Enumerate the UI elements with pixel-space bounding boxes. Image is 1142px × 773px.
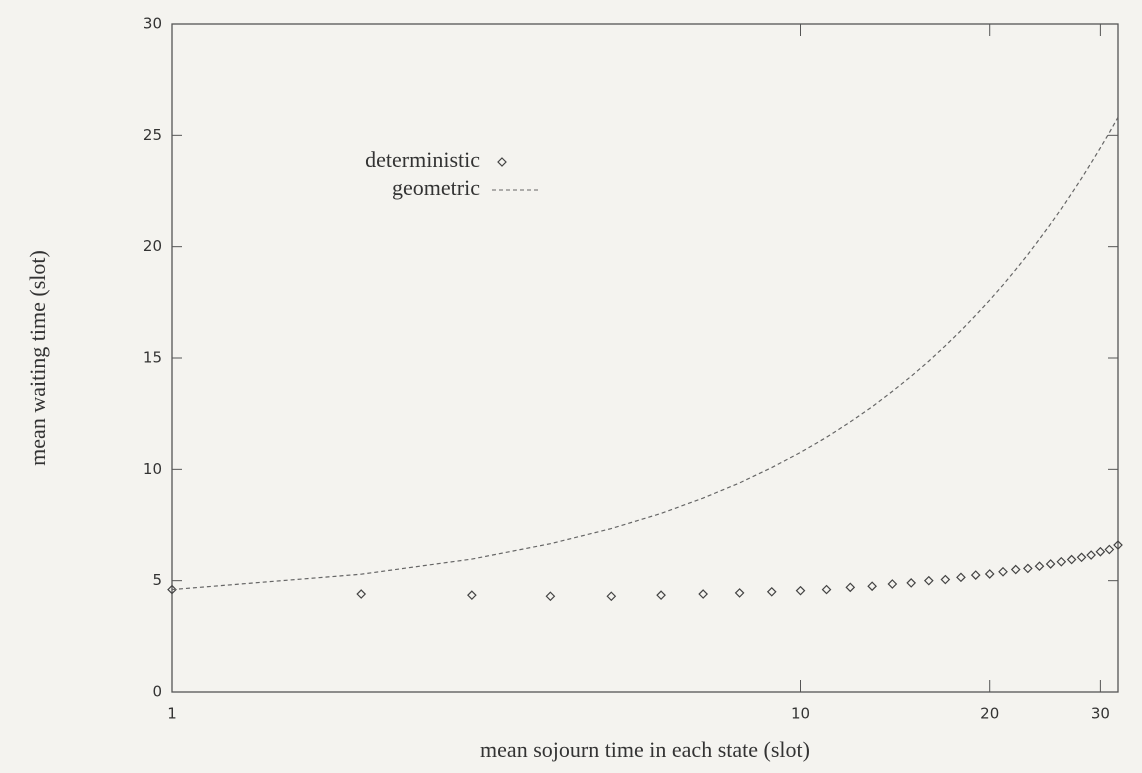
y-tick-label: 5 xyxy=(152,571,162,589)
point xyxy=(867,581,877,592)
point xyxy=(795,585,806,596)
point xyxy=(1104,544,1115,555)
point xyxy=(1095,546,1106,557)
y-tick-label: 10 xyxy=(143,460,162,478)
point xyxy=(766,586,777,597)
y-tick-label: 20 xyxy=(143,237,162,255)
line xyxy=(171,117,1119,591)
legend-label: geometric xyxy=(392,175,480,200)
point xyxy=(821,584,832,595)
point xyxy=(467,590,477,600)
point xyxy=(606,591,617,602)
y-axis-label: mean waiting time (slot) xyxy=(25,250,50,466)
y-tick-label: 15 xyxy=(143,349,162,367)
point xyxy=(970,570,981,580)
point xyxy=(734,588,745,598)
point xyxy=(998,566,1008,577)
point xyxy=(1010,564,1021,575)
y-tick-label: 25 xyxy=(143,126,162,144)
point xyxy=(1056,556,1067,567)
y-tick-label: 0 xyxy=(152,683,162,701)
point xyxy=(887,579,898,589)
point xyxy=(656,590,666,600)
point xyxy=(956,572,966,583)
point xyxy=(698,589,709,599)
x-axis-label: mean sojourn time in each state (slot) xyxy=(480,737,810,762)
point xyxy=(940,574,951,585)
legend-label: deterministic xyxy=(365,147,480,172)
x-tick-label: 30 xyxy=(1091,705,1110,723)
plot-frame xyxy=(171,23,1119,693)
legend-marker xyxy=(497,157,507,167)
x-tick-label: 10 xyxy=(791,705,810,723)
point xyxy=(984,569,995,579)
point xyxy=(1023,563,1033,574)
x-tick-label: 1 xyxy=(167,705,177,723)
point xyxy=(167,584,177,595)
point xyxy=(545,591,556,602)
y-tick-label: 30 xyxy=(143,15,162,33)
point xyxy=(1066,554,1077,565)
point xyxy=(1076,552,1087,563)
point xyxy=(1045,559,1056,569)
point xyxy=(356,589,367,599)
point xyxy=(906,578,917,588)
point xyxy=(1086,550,1096,560)
x-tick-label: 20 xyxy=(980,705,999,723)
point xyxy=(1034,561,1045,572)
point xyxy=(923,575,934,586)
point xyxy=(845,582,856,593)
point xyxy=(1113,540,1123,550)
